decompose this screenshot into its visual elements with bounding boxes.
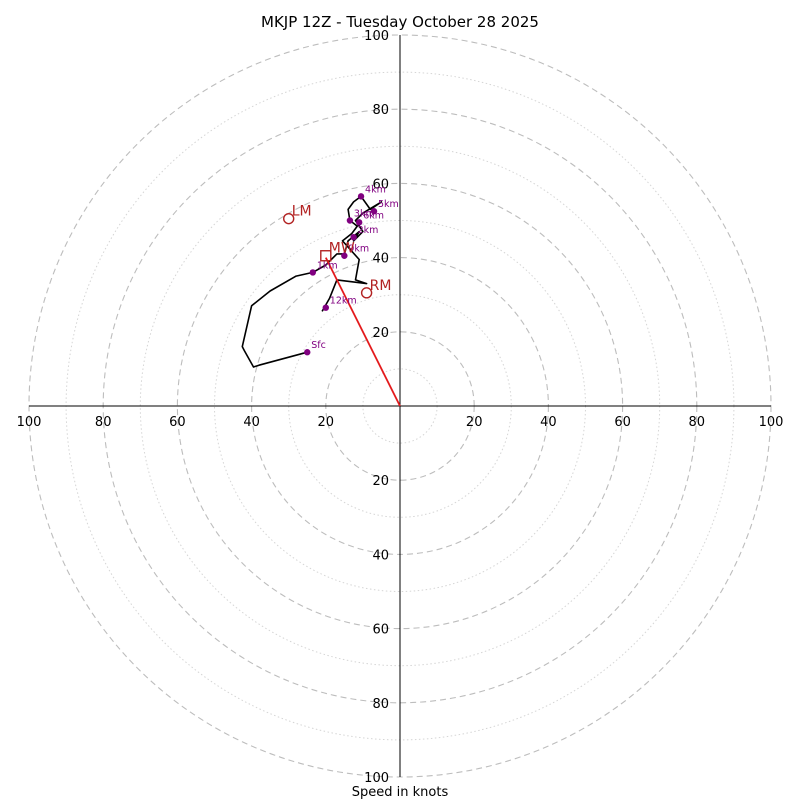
point-label-12km: 12km: [330, 296, 357, 307]
point-label-sfc: Sfc: [311, 340, 326, 351]
tick-left-40: 40: [243, 415, 260, 430]
tick-left-100: 100: [17, 415, 42, 430]
chart-title: MKJP 12Z - Tuesday October 28 2025: [261, 13, 539, 31]
point-2km: [350, 233, 357, 241]
tick-labels: 20 40 60 80 100 20 40 60 80 100 20 40 60 80 100 20 40 60 8…: [17, 29, 784, 786]
point-label-4km: 4km: [365, 184, 386, 195]
point-6km: [355, 219, 363, 226]
point-12km: [322, 304, 329, 311]
marker-label-mw: MW: [329, 241, 355, 257]
point-label-3km: 3km: [354, 209, 375, 220]
marker-label-rm: RM: [370, 278, 392, 294]
tick-right-80: 80: [689, 415, 706, 430]
storm-motion-vector-layer: [324, 257, 401, 407]
marker-lm: [283, 212, 295, 225]
marker-mw: [320, 250, 332, 262]
hodograph-trace-layer: [241, 195, 383, 368]
tick-up-100: 100: [364, 29, 389, 44]
tick-right-100: 100: [759, 415, 784, 430]
point-4km: [357, 193, 365, 200]
marker-label-lm: LM: [292, 204, 312, 220]
storm-motion-vector: [324, 257, 401, 407]
x-axis-label: Speed in knots: [352, 785, 449, 800]
point-label-2km: 2km: [358, 225, 379, 236]
point-label-5km: 5km: [378, 199, 399, 210]
tick-left-80: 80: [95, 415, 112, 430]
point-3km: [346, 217, 354, 224]
tick-up-40: 40: [372, 252, 389, 267]
tick-down-80: 80: [372, 697, 389, 712]
point-sfc: [304, 349, 311, 356]
tick-right-20: 20: [466, 415, 483, 430]
tick-right-40: 40: [540, 415, 557, 430]
point-label-9km: 9km: [348, 244, 369, 255]
point-label-6km: 6km: [363, 210, 384, 221]
tick-left-20: 20: [318, 415, 335, 430]
tick-up-20: 20: [372, 326, 389, 341]
tick-down-60: 60: [372, 623, 389, 638]
tick-up-60: 60: [372, 177, 389, 192]
hodograph-trace: [241, 195, 383, 368]
point-9km: [341, 252, 348, 259]
point-1km: [309, 269, 317, 276]
tick-down-40: 40: [372, 548, 389, 563]
marker-rm: [360, 287, 373, 299]
point-5km: [370, 208, 378, 215]
tick-down-20: 20: [372, 474, 389, 489]
tick-up-80: 80: [372, 103, 389, 118]
tick-down-100: 100: [364, 771, 389, 786]
point-label-1km: 1km: [317, 260, 338, 271]
tick-right-60: 60: [614, 415, 631, 430]
tick-left-60: 60: [169, 415, 186, 430]
storm-markers-layer: LM RM MW: [283, 204, 392, 299]
